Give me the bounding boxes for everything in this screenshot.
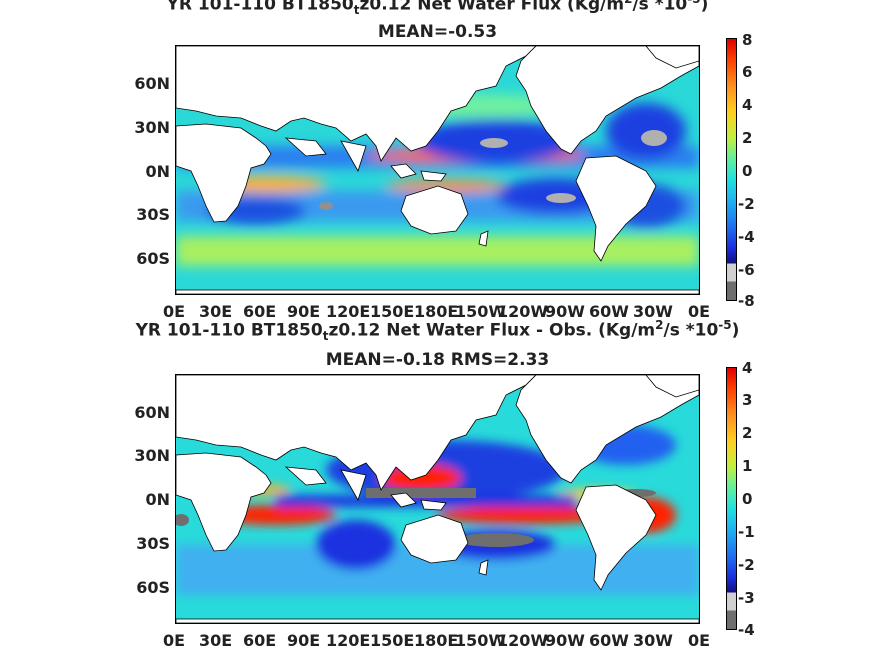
panel1-cbar-tick: 4 (742, 96, 753, 114)
panel2-lon-label: 0E (688, 631, 711, 650)
panel2-cbar-tick: -1 (738, 523, 755, 541)
panel1-lon-label: 90W (545, 302, 585, 321)
panel1-lon-label: 150W (455, 302, 507, 321)
panel1-lon-label: 60W (589, 302, 629, 321)
panel1-lat-60n: 60N (134, 74, 170, 93)
panel2-cbar-tick: 1 (742, 457, 753, 475)
panel2-lat-30n: 30N (134, 446, 170, 465)
panel1-map (175, 45, 700, 295)
panel2-lon-label: 150E (370, 631, 415, 650)
panel2-lon-label: 60E (243, 631, 277, 650)
panel1-lon-label: 0E (163, 302, 186, 321)
panel1-subtitle: MEAN=-0.53 (377, 22, 498, 42)
panel2-cbar-tick: -3 (738, 589, 755, 607)
panel1-cbar-tick: 2 (742, 129, 753, 147)
panel2-cbar-tick: 2 (742, 424, 753, 442)
panel1-lon-label: 150E (370, 302, 415, 321)
panel1-lat-30n: 30N (134, 118, 170, 137)
panel1-lon-label: 180E (414, 302, 459, 321)
panel2-cbar-tick: 3 (742, 391, 753, 409)
panel1-map-svg (176, 46, 699, 294)
panel1-cbar-tick: 8 (742, 31, 753, 49)
panel2-title: YR 101-110 BT1850tz0.12 Net Water Flux -… (135, 318, 740, 344)
panel1-lat-30s: 30S (136, 205, 170, 224)
panel2-subtitle: MEAN=-0.18 RMS=2.33 (325, 350, 550, 370)
panel1-cbar-tick: -8 (738, 292, 755, 310)
panel2-lon-label: 90W (545, 631, 585, 650)
panel2-lat-60s: 60S (136, 578, 170, 597)
panel2-map-svg (176, 375, 699, 623)
panel2-lon-label: 60W (589, 631, 629, 650)
panel2-lon-label: 30W (633, 631, 673, 650)
panel2-lon-label: 180E (414, 631, 459, 650)
panel1-lon-label: 90E (287, 302, 321, 321)
panel1-lat-0n: 0N (145, 162, 170, 181)
panel1-title: YR 101-110 BT1850tz0.12 Net Water Flux (… (166, 0, 709, 18)
panel1-cbar-tick: -4 (738, 228, 755, 246)
panel2-lon-label: 150W (455, 631, 507, 650)
panel2-colorbar (726, 367, 737, 630)
panel2-cbar-tick: -4 (738, 621, 755, 639)
panel1-cbar-tick: 6 (742, 63, 753, 81)
panel1-lon-label: 30W (633, 302, 673, 321)
panel1-lon-label: 120E (326, 302, 371, 321)
panel1-cbar-tick: 0 (742, 162, 753, 180)
panel1-lat-60s: 60S (136, 249, 170, 268)
panel2-lon-label: 90E (287, 631, 321, 650)
panel1-lon-label: 60E (243, 302, 277, 321)
panel2-cbar-tick: 4 (742, 359, 753, 377)
panel1-lon-label: 0E (688, 302, 711, 321)
panel2-lon-label: 120E (326, 631, 371, 650)
panel2-lat-30s: 30S (136, 534, 170, 553)
panel1-lon-label: 120W (497, 302, 549, 321)
panel2-cbar-tick: 0 (742, 490, 753, 508)
panel1-cbar-tick: -2 (738, 195, 755, 213)
panel1-lon-label: 30E (199, 302, 233, 321)
panel1-colorbar (726, 38, 737, 301)
panel2-lat-60n: 60N (134, 403, 170, 422)
panel2-lon-label: 0E (163, 631, 186, 650)
panel2-cbar-tick: -2 (738, 556, 755, 574)
panel2-map (175, 374, 700, 624)
panel1-cbar-tick: -6 (738, 261, 755, 279)
panel2-lon-label: 30E (199, 631, 233, 650)
panel2-lon-label: 120W (497, 631, 549, 650)
panel2-lat-0n: 0N (145, 490, 170, 509)
